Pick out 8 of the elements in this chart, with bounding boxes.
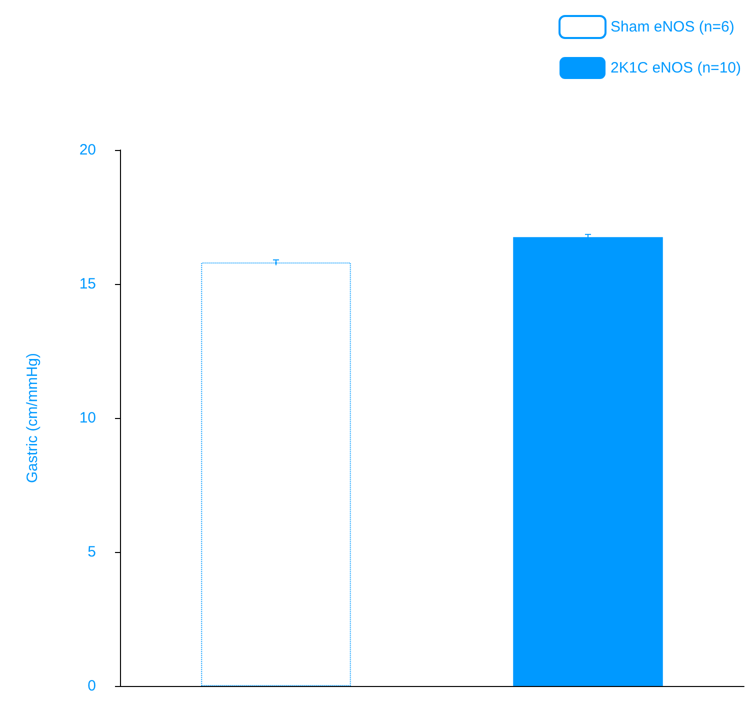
y-axis-title: Gastric (cm/mmHg) xyxy=(24,353,41,483)
legend-label: 2K1C eNOS (n=10) xyxy=(610,60,742,76)
y-tick-label: 20 xyxy=(79,142,96,158)
legend-label: Sham eNOS (n=6) xyxy=(610,18,734,36)
y-tick-label: 10 xyxy=(79,410,96,426)
y-tick-label: 15 xyxy=(79,276,96,292)
y-tick-label: 0 xyxy=(88,678,96,694)
y-tick-label: 5 xyxy=(88,544,96,560)
